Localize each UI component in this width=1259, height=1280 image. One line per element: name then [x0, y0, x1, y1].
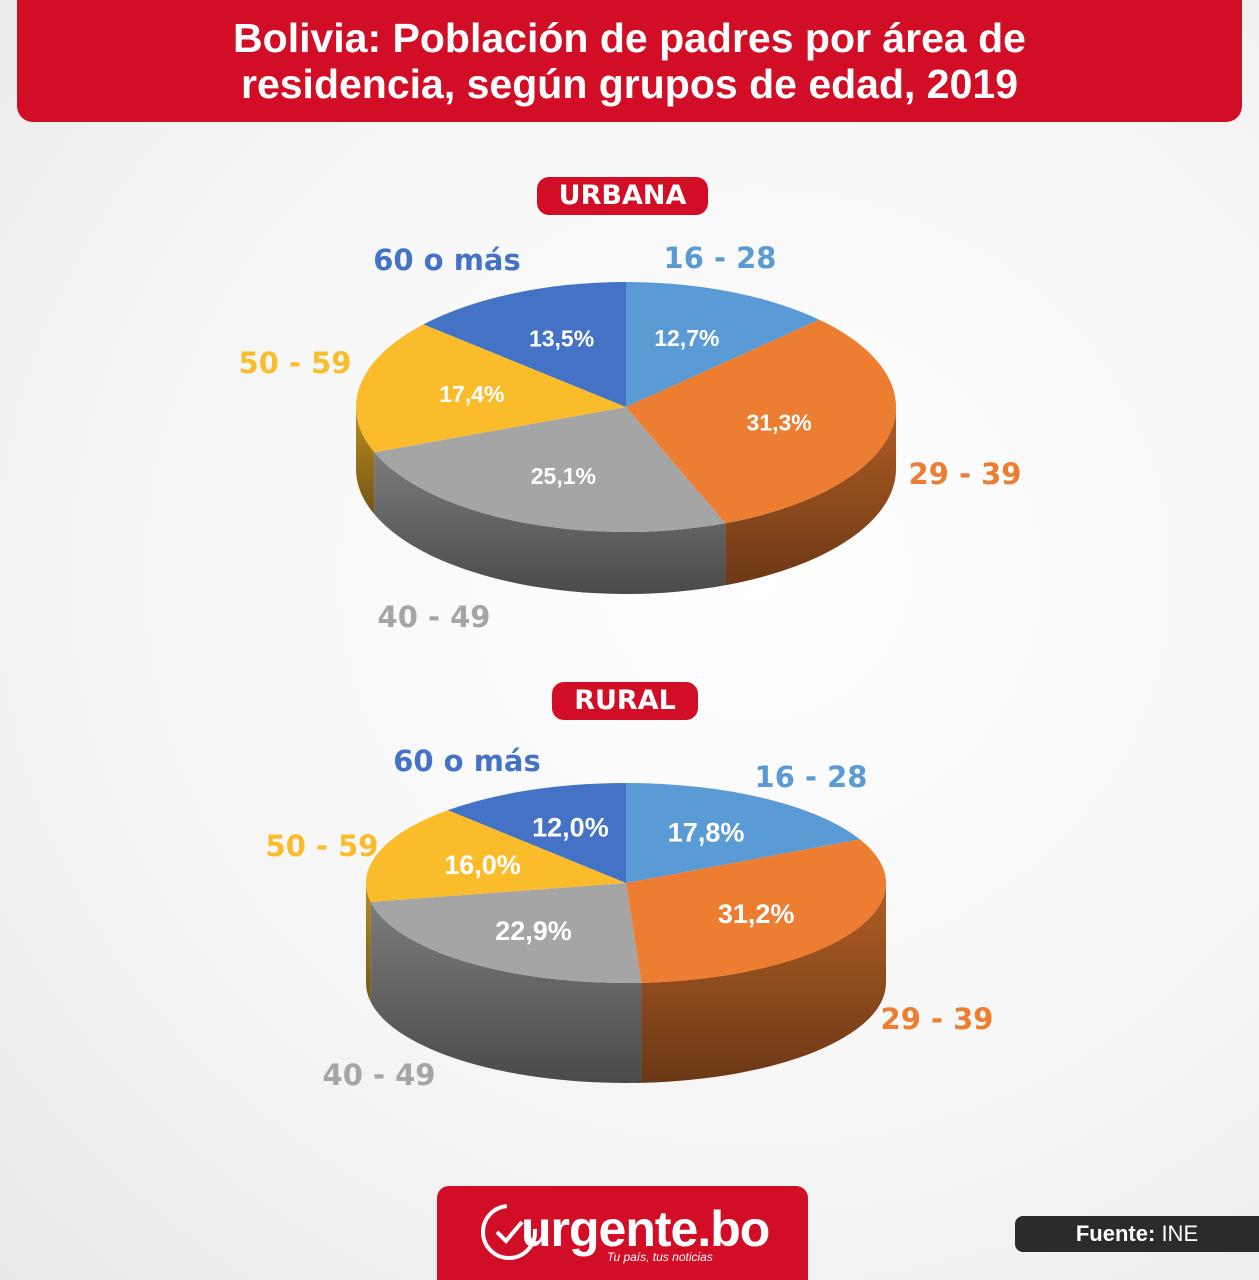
data-label: 17,4%	[439, 381, 504, 407]
slice-16-28	[626, 282, 820, 407]
section-label-rural: RURAL	[552, 682, 698, 720]
category-label: 16 - 28	[664, 241, 777, 275]
slice-side-29-39	[725, 407, 896, 586]
category-label: 40 - 49	[378, 600, 491, 634]
pie-urbana: 12,7% 31,3% 25,1% 17,4% 13,5% 16 - 28 29 - 39 4…	[239, 241, 1022, 634]
slice-29-39	[626, 839, 886, 983]
slice-50-59	[355, 324, 626, 453]
slice-side-29-39	[641, 883, 886, 1083]
data-label: 12,0%	[532, 813, 609, 843]
brand-tagline: Tu país, tus noticias	[607, 1250, 713, 1264]
pie-rural: 17,8% 31,2% 22,9% 16,0% 12,0% 16 - 28 29 - 39 4…	[266, 744, 994, 1092]
data-label: 31,3%	[747, 410, 812, 436]
category-label: 50 - 59	[266, 829, 379, 863]
category-label: 60 o más	[373, 243, 521, 277]
category-label: 16 - 28	[755, 760, 868, 794]
clock-check-icon	[481, 1204, 537, 1260]
slice-16-28	[626, 783, 860, 883]
category-label: 60 o más	[393, 744, 541, 778]
title-banner: Bolivia: Población de padres por área de…	[17, 0, 1242, 122]
chart-title: Bolivia: Población de padres por área de…	[233, 15, 1026, 107]
slice-side-40-49	[374, 452, 726, 594]
brand-name: urgente.bo	[521, 1201, 770, 1257]
slice-60omás	[423, 282, 626, 407]
data-label: 17,8%	[668, 818, 745, 848]
slice-side-50-59	[366, 883, 371, 1002]
category-label: 50 - 59	[239, 346, 352, 380]
data-label: 13,5%	[529, 326, 594, 352]
slice-side-40-49	[370, 901, 642, 1083]
slice-side-50-59	[356, 407, 375, 515]
slice-29-39	[626, 319, 896, 524]
source-label: Fuente:	[1075, 1221, 1156, 1246]
slice-40-49	[370, 883, 642, 983]
category-label: 29 - 39	[881, 1002, 994, 1036]
data-label: 12,7%	[654, 325, 719, 351]
data-label: 16,0%	[444, 850, 521, 880]
section-label-urbana: URBANA	[537, 177, 708, 215]
slice-50-59	[365, 810, 626, 902]
category-label: 29 - 39	[909, 457, 1022, 491]
source-value: INE	[1161, 1221, 1199, 1246]
pie-charts: 12,7% 31,3% 25,1% 17,4% 13,5% 16 - 28 29 - 39 4…	[239, 241, 1022, 1092]
data-label: 31,2%	[718, 899, 795, 929]
data-label: 25,1%	[531, 463, 596, 489]
slice-40-49	[374, 407, 726, 532]
brand-logo: urgente.bo Tu país, tus noticias	[437, 1186, 808, 1280]
category-label: 40 - 49	[323, 1058, 436, 1092]
source-note: Fuente: INE	[1015, 1216, 1259, 1252]
data-label: 22,9%	[495, 916, 572, 946]
slice-60omás	[447, 783, 626, 883]
